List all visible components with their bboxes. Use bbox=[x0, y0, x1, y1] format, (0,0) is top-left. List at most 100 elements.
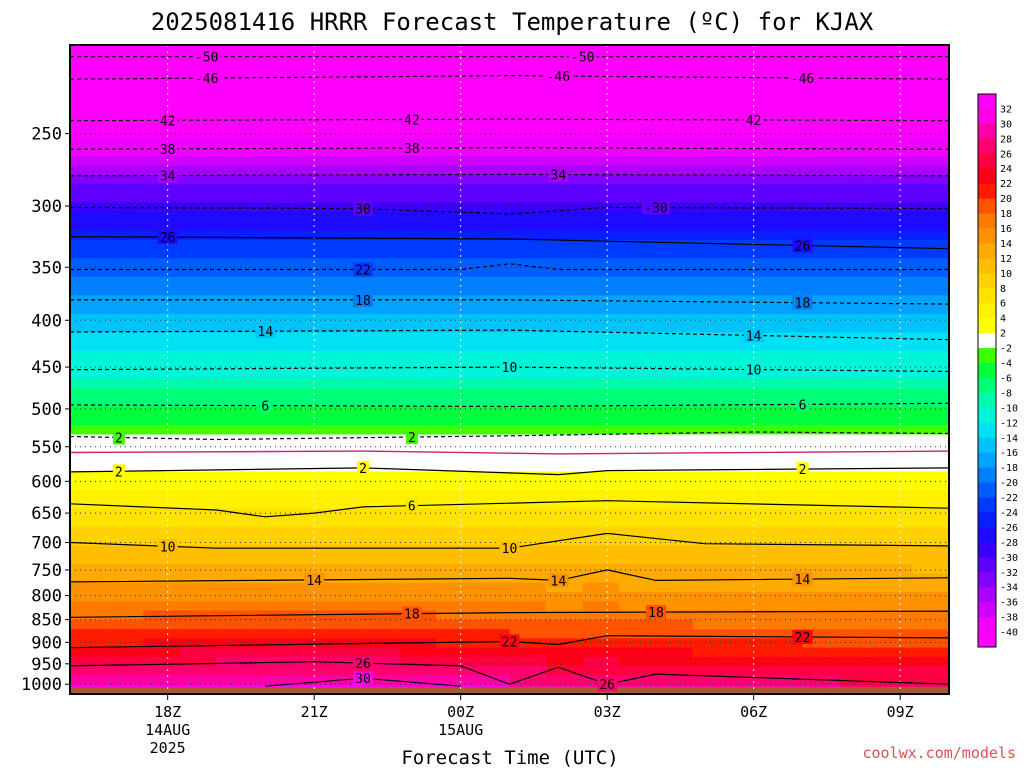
heat-cell bbox=[363, 258, 401, 269]
heat-cell bbox=[509, 619, 547, 630]
heat-cell bbox=[509, 165, 547, 176]
heat-cell bbox=[216, 295, 254, 306]
heat-cell bbox=[509, 174, 547, 185]
heat-cell bbox=[619, 184, 657, 194]
heat-cell bbox=[729, 156, 767, 167]
heat-cell bbox=[143, 258, 181, 269]
heat-cell bbox=[839, 286, 877, 296]
heat-cell bbox=[399, 304, 437, 315]
heat-cell bbox=[729, 193, 767, 204]
heat-cell bbox=[692, 174, 730, 185]
heat-cell bbox=[363, 193, 401, 204]
heat-cell bbox=[582, 545, 620, 556]
heat-cell bbox=[729, 388, 767, 398]
heat-cell bbox=[143, 184, 181, 194]
heat-cell bbox=[546, 388, 584, 398]
heat-cell bbox=[253, 564, 291, 575]
heat-cell bbox=[619, 221, 657, 232]
heat-cell bbox=[253, 202, 291, 213]
heat-cell bbox=[765, 230, 804, 241]
heat-cell bbox=[582, 573, 620, 584]
heat-cell bbox=[216, 54, 254, 65]
heat-cell bbox=[546, 629, 584, 639]
colorbar-swatch bbox=[978, 213, 996, 230]
heat-cell bbox=[436, 388, 474, 398]
heat-cell bbox=[619, 582, 657, 593]
heat-cell bbox=[619, 109, 657, 120]
heat-cell bbox=[509, 109, 547, 120]
heat-cell bbox=[765, 480, 804, 491]
heat-cell bbox=[436, 165, 474, 176]
colorbar: 3230282624222018161412108642-2-4-6-8-10-… bbox=[977, 93, 1018, 648]
colorbar-swatch bbox=[978, 153, 996, 170]
credit-link[interactable]: coolwx.com/models bbox=[862, 744, 1016, 762]
heat-cell bbox=[179, 276, 218, 287]
heat-cell bbox=[70, 554, 108, 565]
heat-cell bbox=[289, 137, 327, 148]
colorbar-swatch bbox=[978, 228, 996, 244]
heat-cell bbox=[619, 82, 657, 92]
heat-cell bbox=[143, 675, 181, 686]
heat-cell bbox=[875, 610, 913, 621]
heat-cell bbox=[546, 146, 584, 157]
heat-cell bbox=[363, 221, 401, 232]
heat-cell bbox=[143, 369, 181, 380]
heat-cell bbox=[765, 128, 804, 139]
heat-cell bbox=[436, 656, 474, 667]
heat-cell bbox=[912, 629, 949, 639]
heat-cell bbox=[729, 490, 767, 500]
heat-cell bbox=[802, 174, 840, 185]
heat-cell bbox=[216, 91, 254, 102]
contour-label-bg bbox=[597, 677, 618, 692]
x-tick-year: 2025 bbox=[150, 739, 186, 757]
heat-cell bbox=[472, 304, 511, 315]
heat-cell bbox=[363, 601, 401, 612]
heat-cell bbox=[106, 119, 144, 130]
heat-cell bbox=[692, 638, 730, 649]
heat-cell bbox=[363, 647, 401, 658]
heat-cell bbox=[656, 165, 694, 176]
heat-cell bbox=[729, 221, 767, 232]
heat-cell bbox=[802, 369, 840, 380]
heat-cell bbox=[912, 369, 949, 380]
heat-cell bbox=[692, 128, 730, 139]
heat-cell bbox=[363, 211, 401, 222]
heat-cell bbox=[729, 267, 767, 278]
heat-cell bbox=[509, 499, 547, 510]
heat-cell bbox=[656, 174, 694, 185]
heat-cell bbox=[765, 675, 804, 686]
heat-cell bbox=[765, 610, 804, 621]
heat-cell bbox=[289, 230, 327, 241]
heat-cell bbox=[436, 63, 474, 74]
heat-cell bbox=[106, 545, 144, 556]
heat-cell bbox=[656, 675, 694, 686]
heat-cell bbox=[912, 592, 949, 602]
heat-cell bbox=[656, 434, 694, 445]
heat-cell bbox=[692, 267, 730, 278]
heat-cell bbox=[363, 452, 401, 463]
heat-cell bbox=[106, 295, 144, 306]
colorbar-swatch bbox=[978, 422, 996, 439]
heat-cell bbox=[509, 592, 547, 602]
heat-cell bbox=[619, 536, 657, 547]
heat-cell bbox=[912, 193, 949, 204]
contour-label-bg bbox=[548, 573, 569, 588]
heat-cell bbox=[326, 286, 364, 296]
heat-cell bbox=[692, 378, 730, 389]
heat-cell bbox=[179, 369, 218, 380]
contour--22 bbox=[70, 263, 949, 271]
heat-cell bbox=[106, 536, 144, 547]
heat-cell bbox=[656, 304, 694, 315]
heat-cell bbox=[582, 656, 620, 667]
colorbar-swatch bbox=[978, 243, 996, 259]
heat-cell bbox=[692, 656, 730, 667]
heat-cell bbox=[509, 304, 547, 315]
heat-cell bbox=[326, 406, 364, 417]
heat-cell bbox=[363, 675, 401, 686]
heat-cell bbox=[619, 499, 657, 510]
contour-label-bg bbox=[405, 430, 418, 445]
heat-cell bbox=[399, 647, 437, 658]
heat-cell bbox=[582, 638, 620, 649]
heat-cell bbox=[765, 443, 804, 454]
